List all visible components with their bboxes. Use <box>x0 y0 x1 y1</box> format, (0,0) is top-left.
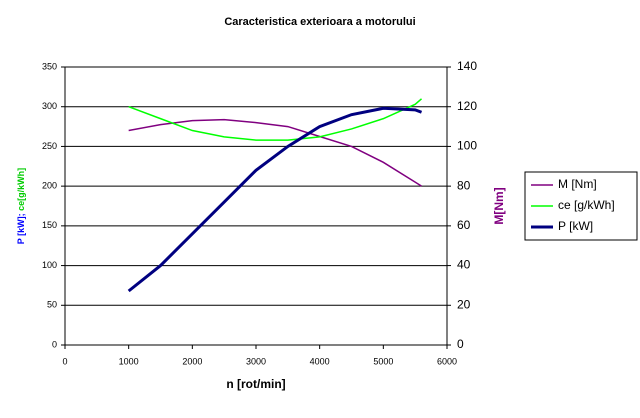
x-tick-label: 4000 <box>310 356 330 366</box>
y2-axis-label: M[Nm] <box>492 187 506 224</box>
x-tick-label: 5000 <box>373 356 393 366</box>
x-tick-label: 3000 <box>246 356 266 366</box>
x-tick-label: 6000 <box>437 356 457 366</box>
y2-tick-label: 120 <box>457 99 477 113</box>
x-axis-label: n [rot/min] <box>226 377 285 391</box>
y2-tick-label: 60 <box>457 218 471 232</box>
series-line <box>128 98 423 141</box>
series-line <box>127 106 423 293</box>
series-line <box>128 118 422 187</box>
y2-tick-label: 40 <box>457 258 471 272</box>
y2-tick-label: 80 <box>457 178 471 192</box>
y-label-part: P [kW]; <box>16 213 26 244</box>
chart-title: Caracteristica exterioara a motorului <box>224 16 415 28</box>
y-tick-label: 300 <box>42 101 57 111</box>
y-label-part: ce[g/kWh] <box>16 168 26 211</box>
y-tick-label: 200 <box>42 181 57 191</box>
legend-label: M [Nm] <box>558 177 597 191</box>
y-tick-label: 350 <box>42 61 57 71</box>
legend-label: ce [g/kWh] <box>558 198 615 212</box>
y2-tick-label: 0 <box>457 337 464 351</box>
y2-tick-label: 100 <box>457 139 477 153</box>
x-tick-label: 1000 <box>119 356 139 366</box>
y2-tick-label: 140 <box>457 59 477 73</box>
y-tick-label: 0 <box>52 339 57 349</box>
y-axis-label: P [kW]; ce[g/kWh] <box>16 168 26 244</box>
y-tick-label: 150 <box>42 220 57 230</box>
y-tick-label: 50 <box>47 300 57 310</box>
y-tick-label: 100 <box>42 260 57 270</box>
x-tick-label: 2000 <box>182 356 202 366</box>
y2-tick-label: 20 <box>457 297 471 311</box>
x-tick-label: 0 <box>62 356 67 366</box>
y-tick-label: 250 <box>42 141 57 151</box>
legend-label: P [kW] <box>558 219 593 233</box>
